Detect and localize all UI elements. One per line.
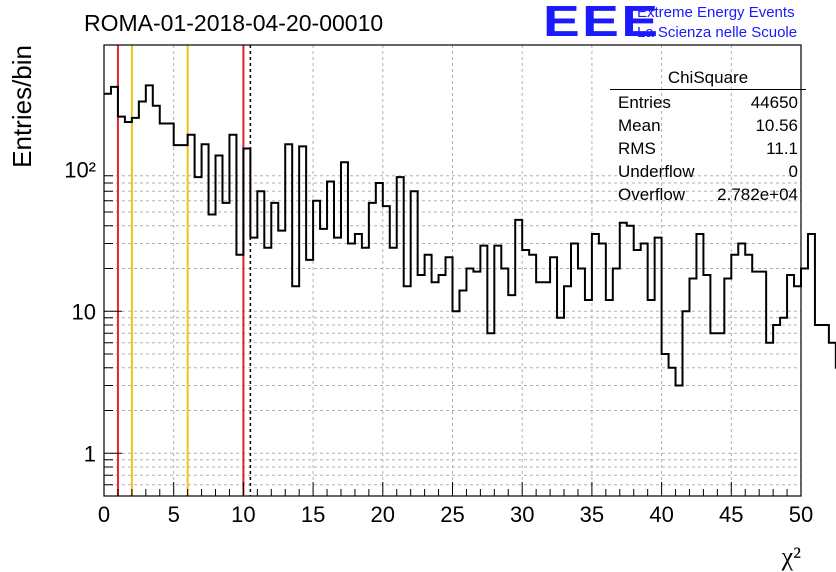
x-tick-label: 5 bbox=[168, 502, 180, 527]
stats-row-entries: Entries 44650 bbox=[618, 93, 798, 115]
x-tick-label: 20 bbox=[371, 502, 395, 527]
stats-row-overflow: Overflow 2.782e+04 bbox=[618, 185, 798, 207]
logo-line-2: La Scienza nelle Scuole bbox=[637, 24, 798, 41]
x-tick-label: 45 bbox=[719, 502, 743, 527]
x-tick-label: 30 bbox=[510, 502, 534, 527]
logo-line-1: Extreme Energy Events bbox=[637, 4, 795, 21]
y-axis-label: Entries/bin bbox=[7, 45, 37, 168]
stats-title: ChiSquare bbox=[667, 68, 749, 87]
x-tick-label: 50 bbox=[789, 502, 813, 527]
stats-row-underflow: Underflow 0 bbox=[618, 162, 798, 184]
x-tick-label: 40 bbox=[649, 502, 673, 527]
x-tick-label: 35 bbox=[580, 502, 604, 527]
stats-key: Overflow bbox=[618, 185, 686, 204]
stats-key: RMS bbox=[618, 139, 656, 158]
stats-value: 11.1 bbox=[766, 139, 798, 158]
stats-value: 2.782e+04 bbox=[717, 185, 798, 204]
x-tick-label: 0 bbox=[98, 502, 110, 527]
chart-title: ROMA-01-2018-04-20-00010 bbox=[84, 10, 384, 36]
y-tick-label: 10 bbox=[72, 299, 96, 324]
x-tick-label: 15 bbox=[301, 502, 325, 527]
stats-value: 44650 bbox=[750, 93, 798, 112]
stats-row-mean: Mean 10.56 bbox=[618, 116, 798, 138]
stats-row-rms: RMS 11.1 bbox=[618, 139, 798, 161]
y-tick-label: 10² bbox=[64, 157, 96, 182]
stats-value: 0 bbox=[788, 162, 798, 181]
histogram-series-line bbox=[104, 84, 836, 387]
eee-logo: EEE bbox=[543, 0, 661, 46]
stats-key: Mean bbox=[618, 116, 661, 135]
stats-key: Underflow bbox=[618, 162, 695, 181]
x-axis-label: χ² bbox=[781, 542, 802, 571]
stats-key: Entries bbox=[618, 93, 671, 112]
x-tick-label: 25 bbox=[440, 502, 464, 527]
stats-value: 10.56 bbox=[755, 116, 798, 135]
stats-divider bbox=[610, 89, 806, 90]
y-tick-label: 1 bbox=[84, 441, 96, 466]
x-tick-label: 10 bbox=[231, 502, 255, 527]
